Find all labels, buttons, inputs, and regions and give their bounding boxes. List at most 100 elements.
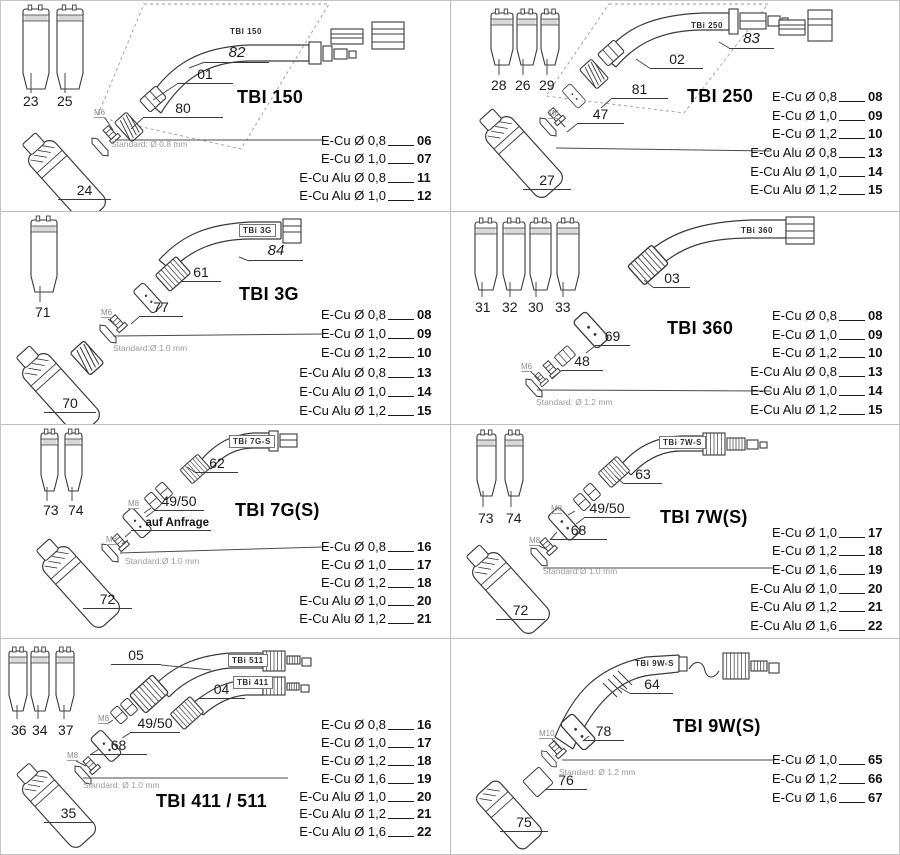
ecu-row: E-Cu Ø 1,2 66 [635, 769, 885, 788]
ecu-row: E-Cu Ø 1,2 18 [184, 574, 434, 592]
ecu-size-label: E-Cu Ø 0,8 [320, 307, 386, 323]
ecu-part-code: 65 [868, 752, 883, 767]
ecu-row: E-Cu Alu Ø 1,0 14 [635, 381, 885, 400]
model-title: TBI 3G [239, 284, 299, 304]
ecu-row: E-Cu Ø 0,8 16 [184, 716, 434, 734]
ecu-row: E-Cu Ø 0,8 16 [184, 538, 434, 556]
ecu-row: E-Cu Alu Ø 1,0 20 [184, 591, 434, 609]
part-number-callout: 48 [561, 353, 603, 371]
ecu-row: E-Cu Ø 1,0 09 [635, 325, 885, 344]
panel-tbi-150: TBI 150 TBI 150 23 25 82 01 80 M6 24 Standard: Ø … [1, 1, 451, 212]
ecu-size-label: E-Cu Alu Ø 1,0 [299, 592, 386, 608]
ecu-size-label: E-Cu Alu Ø 0,8 [299, 169, 386, 185]
part-number-callout: 76 [545, 772, 587, 790]
model-title: TBI 9W(S) [673, 716, 761, 736]
ecu-part-code: 14 [868, 163, 883, 179]
ecu-row: E-Cu Ø 1,2 18 [184, 752, 434, 770]
torch-illustration [8, 646, 312, 848]
fill-in-blank [839, 792, 865, 803]
fill-in-blank [839, 91, 865, 102]
fill-in-blank [839, 147, 865, 158]
fill-in-blank [839, 545, 865, 557]
torch-illustration [16, 215, 324, 424]
fill-in-blank [388, 773, 414, 784]
ecu-row: E-Cu Alu Ø 1,2 21 [184, 609, 434, 627]
fill-in-blank [839, 184, 865, 196]
gas-nozzle-number: 74 [68, 502, 84, 518]
ecu-row: E-Cu Ø 0,8 08 [184, 305, 434, 324]
ecu-size-label: E-Cu Alu Ø 1,0 [299, 188, 386, 204]
ecu-size-label: E-Cu Ø 1,0 [771, 107, 837, 123]
ecu-size-label: E-Cu Alu Ø 1,0 [750, 383, 837, 399]
ecu-part-code: 06 [417, 132, 432, 148]
ecu-row: E-Cu Alu Ø 1,2 15 [635, 400, 885, 419]
ecu-list: E-Cu Ø 0,8 16 E-Cu Ø 1,0 17 E-Cu Ø 1,2 18 E-Cu… [184, 538, 434, 627]
ecu-part-code: 08 [868, 88, 883, 104]
fill-in-blank [839, 366, 865, 378]
part-number-callout: 05 [111, 647, 161, 665]
fill-in-blank [388, 755, 414, 766]
panel-tbi-3g: TBI 3G TBi 3G 71 84 61 77 M6 70 Standard:Ø 1.0 m… [1, 212, 451, 425]
fill-in-blank [839, 347, 865, 359]
part-number-callout: 63 [624, 466, 662, 484]
thread-size-label: M8 [529, 536, 541, 546]
ecu-part-code: 10 [868, 126, 883, 142]
ecu-part-code: 07 [417, 151, 432, 167]
fill-in-blank [839, 773, 865, 784]
gas-nozzle-number: 23 [23, 93, 39, 109]
standard-wire-note: Standard: Ø 0.8 mm [111, 139, 188, 149]
part-number-callout: 68 [90, 737, 147, 755]
ecu-part-code: 15 [868, 401, 883, 417]
ecu-part-code: 18 [417, 574, 432, 590]
ecu-row: E-Cu Alu Ø 1,0 12 [184, 187, 434, 206]
thread-size-label: M8 [98, 714, 110, 724]
fill-in-blank [388, 190, 414, 202]
model-title: TBI 360 [667, 318, 734, 338]
part-number-callout: 62 [196, 455, 238, 473]
ecu-list: E-Cu Ø 0,8 16 E-Cu Ø 1,0 17 E-Cu Ø 1,2 18 E-Cu… [184, 716, 434, 841]
ecu-size-label: E-Cu Ø 1,2 [771, 771, 837, 786]
ecu-part-code: 19 [417, 770, 432, 786]
standard-wire-note: Standard: Ø 1.2 mm [559, 767, 636, 777]
ecu-part-code: 10 [417, 345, 432, 361]
thread-size-label: M6 [548, 109, 560, 119]
part-number-callout: 24 [58, 182, 111, 200]
part-number-callout: 68 [550, 522, 607, 540]
ecu-size-label: E-Cu Ø 1,0 [320, 557, 386, 573]
ecu-row: E-Cu Ø 1,0 09 [184, 324, 434, 343]
fill-in-blank [388, 386, 414, 397]
neck-model-badge: TBi 7G-S [229, 435, 275, 448]
part-number-callout: 75 [500, 814, 548, 832]
gas-nozzle-number: 25 [57, 93, 73, 109]
gas-nozzle-number: 31 [475, 299, 491, 315]
part-number-callout: 78 [583, 723, 624, 741]
part-number-callout: 77 [139, 299, 183, 317]
ecu-row: E-Cu Alu Ø 0,8 13 [635, 362, 885, 381]
thread-size-label: M6 [101, 308, 113, 318]
model-title: TBI 250 [687, 86, 754, 106]
ecu-part-code: 13 [868, 364, 883, 380]
neck-model-badge: TBi 511 [228, 654, 268, 667]
thread-size-label: M8 [128, 499, 140, 509]
gas-nozzle-number: 33 [555, 299, 571, 315]
fill-in-blank [839, 601, 865, 613]
ecu-part-code: 15 [417, 403, 432, 419]
fill-in-blank [388, 405, 414, 417]
gas-nozzle-number: 73 [478, 510, 494, 526]
fill-in-blank [839, 404, 865, 415]
model-title: TBI 150 [237, 87, 304, 107]
ecu-row: E-Cu Alu Ø 1,6 22 [184, 823, 434, 841]
part-number-callout: 81 [611, 81, 668, 99]
ecu-list: E-Cu Ø 0,8 08 E-Cu Ø 1,0 09 E-Cu Ø 1,2 10 E-Cu… [184, 305, 434, 420]
ecu-part-code: 17 [868, 524, 883, 540]
model-title: TBI 7W(S) [660, 507, 748, 527]
ecu-size-label: E-Cu Ø 0,8 [320, 132, 386, 148]
thread-size-label: M10 [539, 729, 555, 739]
ecu-part-code: 13 [417, 364, 432, 380]
neck-model-badge: TBi 360 [741, 226, 773, 235]
ecu-size-label: E-Cu Ø 1,2 [771, 543, 837, 559]
ecu-list: E-Cu Ø 0,8 08 E-Cu Ø 1,0 09 E-Cu Ø 1,2 10 E-Cu… [635, 306, 885, 419]
ecu-row: E-Cu Alu Ø 1,2 15 [184, 401, 434, 420]
ecu-size-label: E-Cu Ø 1,0 [771, 524, 837, 540]
ecu-part-code: 09 [417, 326, 432, 342]
